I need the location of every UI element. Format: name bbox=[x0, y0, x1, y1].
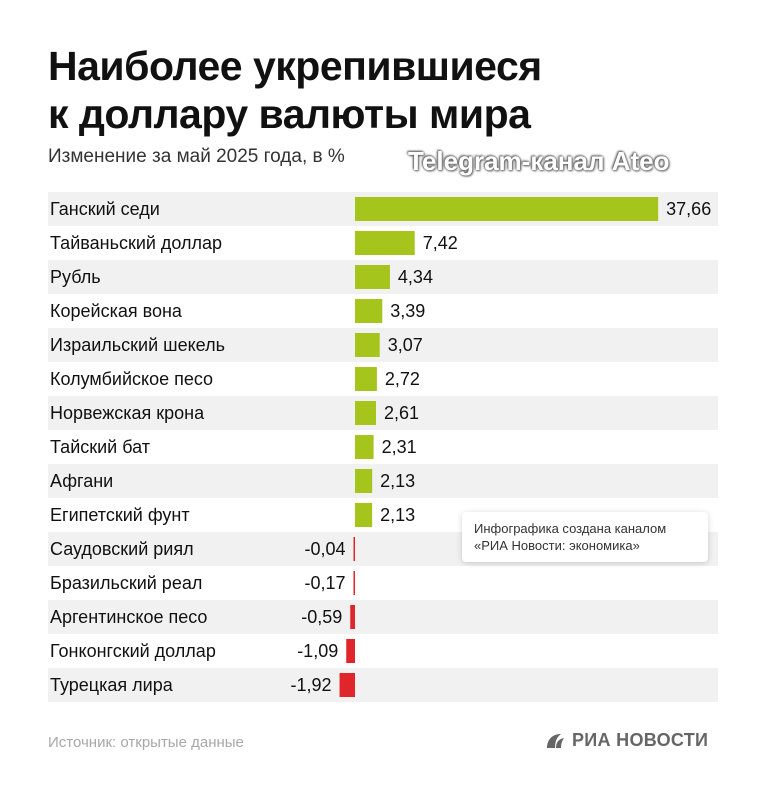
bar bbox=[353, 537, 355, 561]
bar bbox=[355, 333, 380, 357]
bar bbox=[355, 401, 377, 425]
category-label: Колумбийское песо bbox=[50, 369, 213, 389]
bar bbox=[355, 435, 374, 459]
logo-text: РИА НОВОСТИ bbox=[572, 730, 709, 750]
category-label: Бразильский реал bbox=[50, 573, 202, 593]
category-label: Израильский шекель bbox=[50, 335, 225, 355]
row-band bbox=[48, 396, 718, 430]
credit-note-line-1: Инфографика создана каналом bbox=[474, 521, 667, 536]
value-label: 3,39 bbox=[390, 301, 425, 321]
bar bbox=[355, 367, 377, 391]
value-label: 2,61 bbox=[384, 403, 419, 423]
value-label: -0,59 bbox=[301, 607, 342, 627]
value-label: 3,07 bbox=[388, 335, 423, 355]
chart-title-line-1: Наиболее укрепившиеся bbox=[48, 43, 542, 89]
value-label: 2,72 bbox=[385, 369, 420, 389]
value-label: 37,66 bbox=[666, 199, 711, 219]
bar bbox=[355, 469, 373, 493]
category-label: Норвежская крона bbox=[50, 403, 205, 423]
category-label: Тайский бат bbox=[50, 437, 150, 457]
value-label: -1,09 bbox=[297, 641, 338, 661]
value-label: -0,04 bbox=[304, 539, 345, 559]
category-label: Корейская вона bbox=[50, 301, 183, 321]
bar bbox=[350, 605, 355, 629]
infographic-credit-note: Инфографика создана каналом «РИА Новости… bbox=[462, 512, 708, 562]
bar bbox=[355, 265, 390, 289]
category-label: Тайваньский доллар bbox=[50, 233, 222, 253]
category-label: Саудовский риял bbox=[50, 539, 194, 559]
bar bbox=[355, 231, 415, 255]
value-label: 2,13 bbox=[380, 505, 415, 525]
source-note: Источник: открытые данные bbox=[48, 734, 244, 751]
chart-subtitle: Изменение за май 2025 года, в % bbox=[48, 146, 345, 167]
credit-note-line-2: «РИА Новости: экономика» bbox=[474, 538, 640, 553]
value-label: 2,13 bbox=[380, 471, 415, 491]
bar bbox=[355, 197, 659, 221]
value-label: -1,92 bbox=[291, 675, 332, 695]
bar bbox=[346, 639, 355, 663]
category-label: Афгани bbox=[50, 471, 113, 491]
row-band bbox=[48, 668, 718, 702]
category-label: Египетский фунт bbox=[50, 505, 190, 525]
value-label: 7,42 bbox=[423, 233, 458, 253]
ria-novosti-logo: РИА НОВОСТИ bbox=[544, 730, 708, 751]
category-label: Турецкая лира bbox=[50, 675, 174, 695]
telegram-watermark: Telegram-канал Ateo bbox=[408, 146, 670, 176]
row-band bbox=[48, 328, 718, 362]
row-band bbox=[48, 464, 718, 498]
value-label: -0,17 bbox=[304, 573, 345, 593]
value-label: 2,31 bbox=[382, 437, 417, 457]
category-label: Рубль bbox=[50, 267, 101, 287]
category-label: Гонконгский доллар bbox=[50, 641, 216, 661]
value-label: 4,34 bbox=[398, 267, 433, 287]
row-band bbox=[48, 600, 718, 634]
bar bbox=[353, 571, 355, 595]
ria-novosti-logo-icon bbox=[547, 733, 564, 748]
bar bbox=[355, 299, 383, 323]
chart-title: Наиболее укрепившиеся к доллару валюты м… bbox=[48, 42, 728, 138]
category-label: Ганский седи bbox=[50, 199, 160, 219]
category-label: Аргентинское песо bbox=[50, 607, 207, 627]
bar bbox=[355, 503, 373, 527]
bar bbox=[339, 673, 355, 697]
chart-title-line-2: к доллару валюты мира bbox=[48, 91, 531, 137]
